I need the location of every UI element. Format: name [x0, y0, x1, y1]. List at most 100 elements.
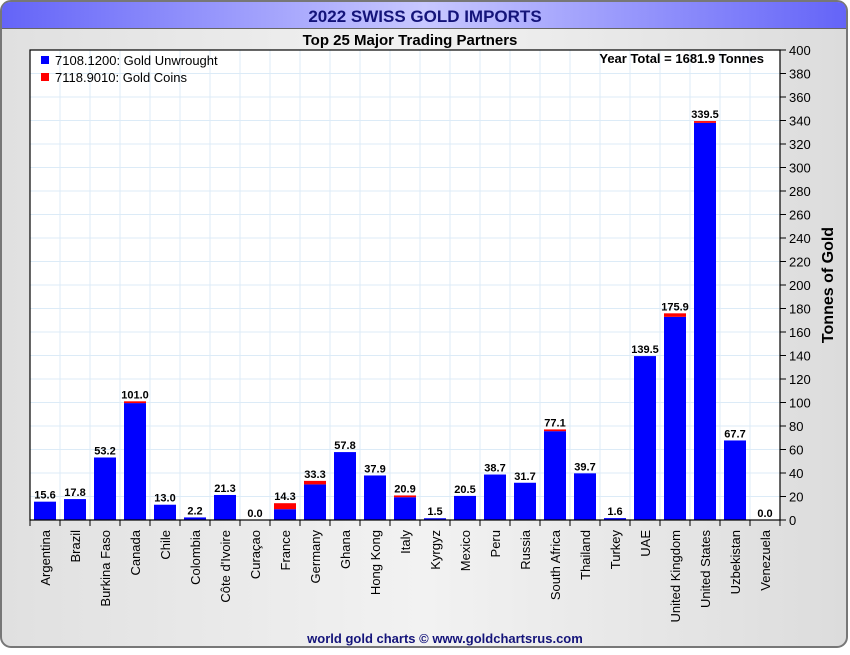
- value-label: 1.5: [427, 506, 442, 518]
- x-tick-label: South Africa: [548, 529, 563, 600]
- value-label: 21.3: [214, 483, 235, 495]
- x-tick-label: Russia: [518, 529, 533, 570]
- bar-gold-coins: [694, 121, 716, 123]
- bar-gold-unwrought: [334, 452, 356, 520]
- x-tick-label: Curaçao: [248, 530, 263, 579]
- value-label: 39.7: [574, 461, 595, 473]
- legend-label-unwrought: 7108.1200: Gold Unwrought: [55, 53, 218, 68]
- y-tick-label: 100: [789, 396, 811, 411]
- x-tick-label: France: [278, 530, 293, 570]
- bar-gold-unwrought: [184, 517, 206, 520]
- value-label: 1.6: [607, 506, 622, 518]
- bar-gold-coins: [664, 313, 686, 317]
- bars: [34, 121, 746, 520]
- bar-gold-unwrought: [124, 403, 146, 520]
- x-tick-label: Hong Kong: [368, 530, 383, 595]
- x-tick-label: UAE: [638, 530, 653, 557]
- value-label: 15.6: [34, 490, 55, 502]
- bar-gold-unwrought: [724, 440, 746, 520]
- x-tick-label: Burkina Faso: [98, 530, 113, 607]
- x-tick-label: Kyrgyz: [428, 530, 443, 570]
- x-tick-label: Côte d'Ivoire: [218, 530, 233, 603]
- value-label: 13.0: [154, 493, 175, 505]
- bar-gold-unwrought: [64, 499, 86, 520]
- value-label: 67.7: [724, 428, 745, 440]
- x-tick-label: Thailand: [578, 530, 593, 580]
- x-tick-label: Uzbekistan: [728, 530, 743, 594]
- bar-gold-unwrought: [634, 356, 656, 520]
- y-tick-label: 380: [789, 67, 811, 82]
- y-tick-label: 360: [789, 90, 811, 105]
- x-tick-label: United Kingdom: [668, 530, 683, 623]
- y-tick-label: 160: [789, 325, 811, 340]
- bar-gold-unwrought: [274, 509, 296, 520]
- value-label: 77.1: [544, 417, 565, 429]
- bar-gold-unwrought: [394, 497, 416, 520]
- value-label: 0.0: [247, 508, 262, 520]
- x-tick-label: Venezuela: [758, 529, 773, 590]
- y-tick-label: 180: [789, 302, 811, 317]
- x-tick-label: Brazil: [68, 530, 83, 563]
- bar-gold-coins: [394, 495, 416, 498]
- bar-gold-coins: [124, 401, 146, 404]
- value-label: 175.9: [661, 301, 689, 313]
- bar-gold-unwrought: [154, 504, 176, 520]
- value-label: 33.3: [304, 469, 325, 481]
- value-labels: 15.6 17.8 53.2 101.0 13.0 2.2 21.3 0.0 14.3 33.3 5…: [34, 109, 772, 520]
- y-tick-label: 340: [789, 114, 811, 129]
- bar-gold-unwrought: [214, 494, 236, 520]
- bar-gold-coins: [304, 480, 326, 485]
- value-label: 17.8: [64, 487, 85, 499]
- y-tick-label: 80: [789, 419, 803, 434]
- bar-gold-unwrought: [94, 457, 116, 520]
- legend: 7108.1200: Gold Unwrought 7118.9010: Gol…: [41, 53, 218, 85]
- y-tick-label: 40: [789, 466, 803, 481]
- value-label: 57.8: [334, 440, 355, 452]
- value-label: 20.5: [454, 484, 475, 496]
- x-tick-label: Mexico: [458, 530, 473, 571]
- bar-gold-unwrought: [514, 482, 536, 520]
- footer-credit: world gold charts © www.goldchartsrus.co…: [306, 631, 583, 646]
- y-tick-label: 20: [789, 490, 803, 505]
- y-tick-label: 0: [789, 513, 796, 528]
- legend-swatch-unwrought: [41, 56, 49, 64]
- value-label: 14.3: [274, 491, 295, 503]
- x-tick-label: Germany: [308, 530, 323, 584]
- chart-title: 2022 SWISS GOLD IMPORTS: [308, 7, 541, 26]
- y-tick-label: 280: [789, 184, 811, 199]
- bar-gold-unwrought: [664, 316, 686, 520]
- y-tick-label: 220: [789, 255, 811, 270]
- bar-gold-coins: [544, 429, 566, 432]
- x-tick-label: Ghana: [338, 529, 353, 569]
- y-axis-label: Tonnes of Gold: [820, 227, 837, 343]
- bar-gold-unwrought: [694, 122, 716, 520]
- x-tick-label: United States: [698, 530, 713, 609]
- y-tick-label: 240: [789, 231, 811, 246]
- x-axis: Argentina Brazil Burkina Faso Canada Chile Co…: [29, 520, 781, 623]
- bar-gold-unwrought: [574, 473, 596, 520]
- bar-gold-unwrought: [484, 474, 506, 520]
- bar-gold-unwrought: [454, 495, 476, 520]
- bar-gold-unwrought: [304, 484, 326, 520]
- value-label: 339.5: [691, 109, 719, 121]
- bar-gold-unwrought: [34, 501, 56, 520]
- value-label: 31.7: [514, 471, 535, 483]
- value-label: 53.2: [94, 445, 115, 457]
- legend-label-coins: 7118.9010: Gold Coins: [55, 70, 188, 85]
- legend-swatch-coins: [41, 73, 49, 81]
- bar-gold-coins: [274, 503, 296, 510]
- y-tick-label: 120: [789, 372, 811, 387]
- chart-subtitle: Top 25 Major Trading Partners: [303, 32, 518, 49]
- x-tick-label: Italy: [398, 530, 413, 554]
- x-tick-label: Argentina: [38, 529, 53, 585]
- y-tick-label: 200: [789, 278, 811, 293]
- value-label: 101.0: [121, 389, 149, 401]
- value-label: 37.9: [364, 463, 385, 475]
- x-tick-label: Chile: [158, 530, 173, 560]
- value-label: 2.2: [187, 505, 202, 517]
- bar-gold-unwrought: [424, 518, 446, 520]
- x-tick-label: Peru: [488, 530, 503, 557]
- value-label: 20.9: [394, 483, 415, 495]
- y-tick-label: 140: [789, 349, 811, 364]
